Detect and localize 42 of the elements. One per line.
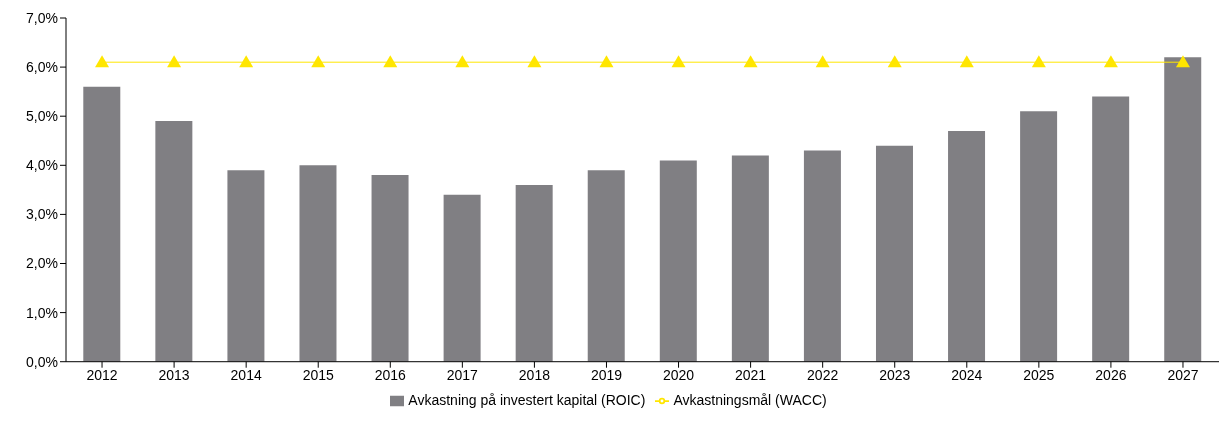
bar	[515, 184, 553, 362]
bar	[659, 160, 697, 362]
x-tick-label: 2026	[1095, 366, 1127, 383]
bar	[803, 150, 841, 362]
bar	[1092, 96, 1130, 362]
legend-label: Avkastningsmål (WACC)	[673, 391, 827, 408]
x-tick-label: 2012	[86, 366, 118, 383]
x-tick-label: 2024	[951, 366, 983, 383]
y-tick-label: 3,0%	[26, 206, 58, 223]
y-tick-label: 2,0%	[26, 255, 58, 272]
bar	[1164, 57, 1202, 362]
x-tick-label: 2014	[230, 366, 262, 383]
x-tick-label: 2017	[446, 366, 479, 383]
x-tick-label: 2025	[1023, 366, 1055, 383]
y-tick-label: 7,0%	[26, 9, 58, 26]
x-tick-label: 2016	[374, 366, 407, 383]
x-tick-label: 2018	[518, 366, 551, 383]
bar	[731, 155, 769, 362]
x-tick-label: 2020	[662, 366, 695, 383]
bar	[1020, 111, 1058, 362]
bar	[299, 165, 337, 362]
bar	[83, 86, 121, 362]
bar	[371, 175, 409, 362]
y-tick-label: 1,0%	[26, 304, 58, 321]
bar	[875, 145, 913, 362]
legend-label: Avkastning på investert kapital (ROIC)	[408, 391, 646, 408]
x-tick-label: 2023	[879, 366, 911, 383]
y-tick-label: 5,0%	[26, 108, 58, 125]
y-tick-label: 4,0%	[26, 157, 58, 174]
bar	[587, 170, 625, 362]
y-tick-label: 6,0%	[26, 59, 58, 76]
x-tick-label: 2022	[807, 366, 839, 383]
y-tick-label: 0,0%	[26, 353, 58, 370]
bar	[443, 194, 481, 362]
x-tick-label: 2013	[158, 366, 190, 383]
x-tick-label: 2027	[1167, 366, 1199, 383]
bar	[155, 121, 193, 362]
bar	[948, 130, 986, 362]
x-tick-label: 2019	[590, 366, 623, 383]
bar	[227, 170, 265, 362]
x-tick-label: 2021	[735, 366, 767, 383]
x-tick-label: 2015	[302, 366, 334, 383]
